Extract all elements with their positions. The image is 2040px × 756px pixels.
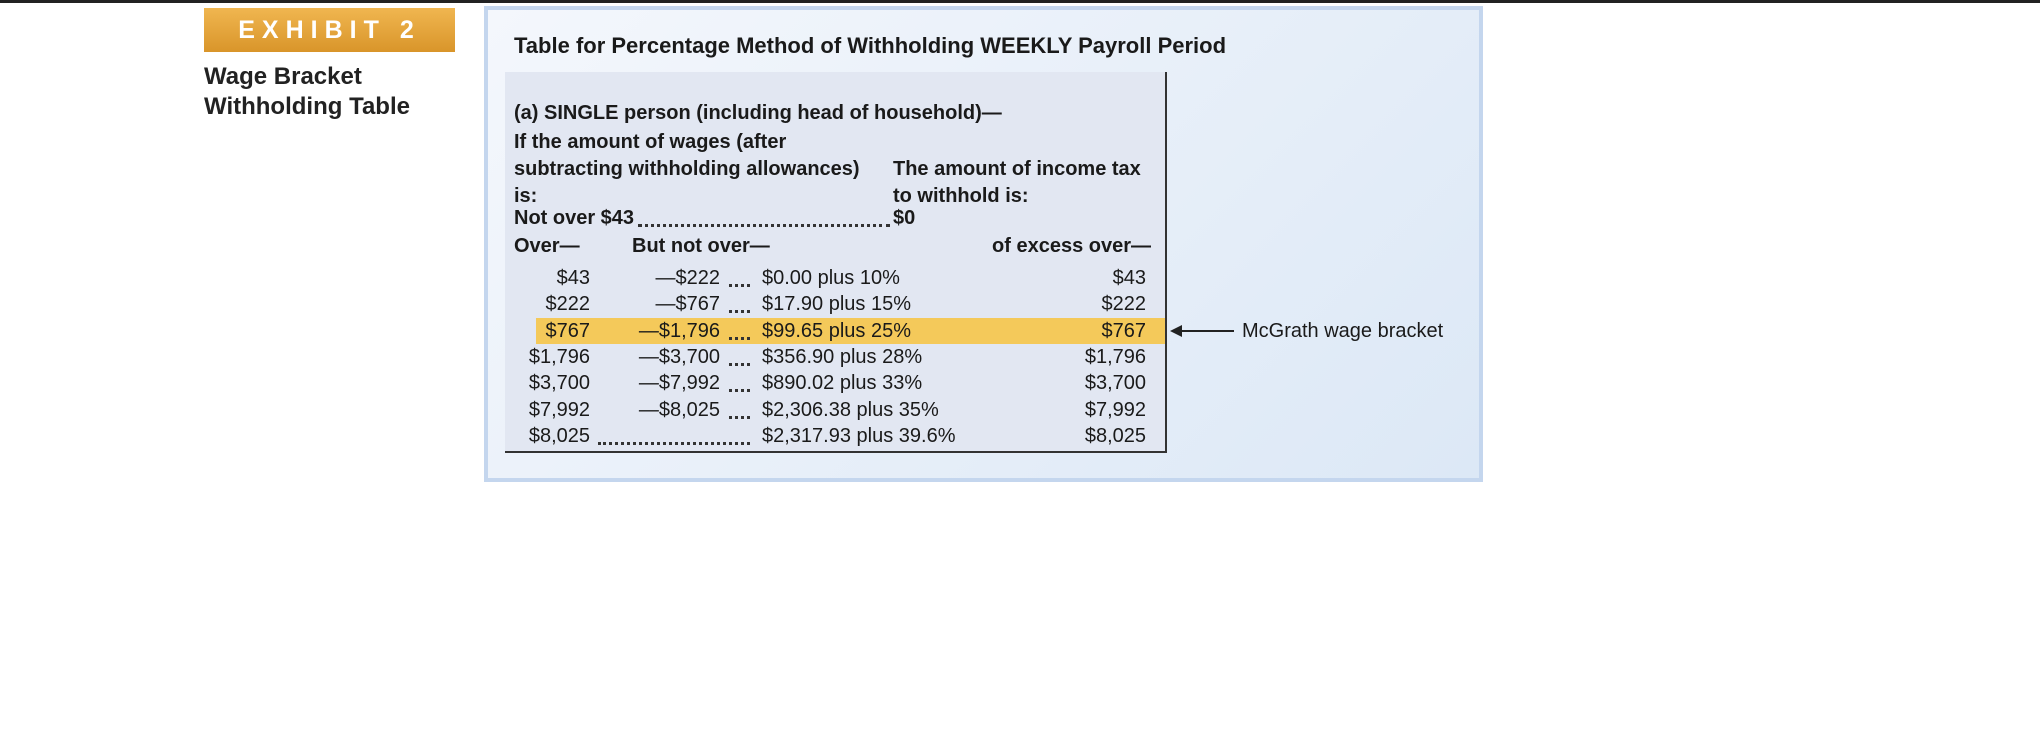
left-header: If the amount of wages (after <box>514 131 787 153</box>
dot-leader <box>598 441 750 445</box>
tax-cell: $0.00 plus 10% <box>762 267 900 289</box>
over-cell: $222 <box>545 293 591 316</box>
dot-leader <box>638 224 890 227</box>
exhibit-title: Withholding Table <box>204 93 410 120</box>
dot-leader <box>729 310 750 314</box>
col-but-not-over: But not over— <box>632 235 770 257</box>
dot-leader <box>729 336 750 340</box>
over-cell: $43 <box>556 267 590 289</box>
dot-leader <box>729 284 750 287</box>
over-cell: $3,700 <box>528 372 590 395</box>
tax-cell: $2,317.93 plus 39.6% <box>762 424 956 447</box>
tax-cell: $17.90 plus 15% <box>762 293 912 316</box>
right-header: The amount of income tax <box>893 158 1141 180</box>
but-not-over-cell: —$222 <box>655 267 721 289</box>
excess-over-cell: $222 <box>1101 293 1147 316</box>
excess-over-cell: $1,796 <box>1084 345 1146 368</box>
over-cell: $1,796 <box>528 345 590 368</box>
table-title: Table for Percentage Method of Withholdi… <box>514 33 1227 58</box>
section-heading: (a) SINGLE person (including head of hou… <box>514 102 1002 124</box>
dot-leader <box>729 415 750 419</box>
but-not-over-cell: —$767 <box>655 293 721 316</box>
tax-cell: $2,306.38 plus 35% <box>762 398 939 421</box>
excess-over-cell: $43 <box>1112 267 1146 289</box>
left-header: subtracting withholding allowances) <box>514 158 860 180</box>
annotation-arrow-head <box>1170 324 1182 337</box>
tax-cell: $890.02 plus 33% <box>762 372 923 395</box>
over-cell: $8,025 <box>528 424 590 447</box>
over-cell: $767 <box>545 319 591 342</box>
col-over: Over— <box>514 235 580 257</box>
tax-cell: $356.90 plus 28% <box>762 345 923 368</box>
annotation: McGrath wage bracket <box>1242 319 1444 342</box>
excess-over-cell: $767 <box>1101 319 1147 342</box>
annotation-arrow-line <box>1178 329 1234 332</box>
highlight-row <box>536 317 1165 344</box>
but-not-over-cell: —$8,025 <box>638 398 720 421</box>
but-not-over-cell: —$3,700 <box>638 345 720 368</box>
tax-cell: $99.65 plus 25% <box>762 319 912 342</box>
exhibit-badge <box>204 8 455 52</box>
exhibit-label: EXHIBIT 2 <box>238 16 421 44</box>
first-row-tax: $0 <box>893 207 916 229</box>
excess-over-cell: $7,992 <box>1084 398 1146 421</box>
dot-leader <box>729 362 750 366</box>
right-header: to withhold is: <box>893 185 1029 207</box>
table-box <box>505 72 1167 453</box>
over-cell: $7,992 <box>528 398 590 421</box>
dot-leader <box>729 389 750 393</box>
excess-over-cell: $8,025 <box>1084 424 1146 447</box>
but-not-over-cell: —$7,992 <box>638 372 720 395</box>
top-rule <box>0 0 2040 3</box>
but-not-over-cell: —$1,796 <box>638 319 720 342</box>
col-excess-over: of excess over— <box>992 235 1151 257</box>
first-row-label: Not over $43 <box>514 207 635 229</box>
excess-over-cell: $3,700 <box>1084 372 1146 395</box>
left-header: is: <box>514 185 538 207</box>
exhibit-title: Wage Bracket <box>204 63 362 90</box>
